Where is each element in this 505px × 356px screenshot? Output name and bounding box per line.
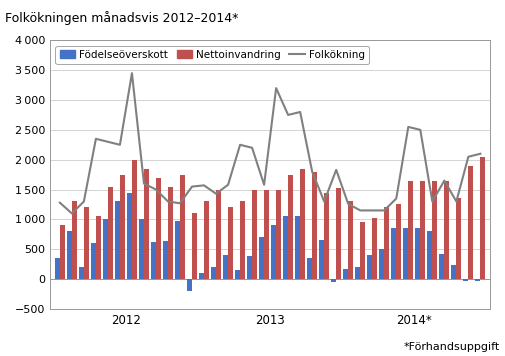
Bar <box>228 208 233 279</box>
Bar <box>96 216 101 279</box>
Bar <box>259 237 264 279</box>
Bar <box>168 187 173 279</box>
Bar <box>216 189 221 279</box>
Bar <box>480 157 485 279</box>
Bar <box>396 204 401 279</box>
Bar <box>72 201 77 279</box>
Bar <box>409 180 413 279</box>
Bar <box>235 270 240 279</box>
Bar <box>192 213 197 279</box>
Bar <box>432 180 437 279</box>
Bar <box>415 228 420 279</box>
Bar <box>211 267 216 279</box>
Legend: Födelseöverskott, Nettoinvandring, Folkökning: Födelseöverskott, Nettoinvandring, Folkö… <box>56 46 370 64</box>
Bar <box>180 175 185 279</box>
Bar <box>127 193 132 279</box>
Bar <box>324 193 329 279</box>
Bar <box>271 225 276 279</box>
Bar <box>115 201 120 279</box>
Bar <box>252 189 257 279</box>
Bar <box>379 249 384 279</box>
Bar <box>343 269 348 279</box>
Bar <box>475 279 480 281</box>
Bar <box>288 175 293 279</box>
Bar <box>420 180 425 279</box>
Bar <box>144 169 149 279</box>
Bar <box>283 216 288 279</box>
Bar <box>457 199 462 279</box>
Bar <box>55 258 60 279</box>
Bar <box>67 231 72 279</box>
Bar <box>463 279 468 281</box>
Bar <box>60 225 65 279</box>
Bar <box>312 172 317 279</box>
Bar <box>384 208 389 279</box>
Bar <box>187 279 192 291</box>
Bar <box>204 201 209 279</box>
Bar <box>331 279 336 282</box>
Bar <box>367 255 372 279</box>
Bar <box>348 201 354 279</box>
Bar <box>360 222 365 279</box>
Bar <box>103 219 108 279</box>
Bar <box>199 273 204 279</box>
Bar <box>307 258 312 279</box>
Bar <box>223 255 228 279</box>
Text: Folkökningen månadsvis 2012–2014*: Folkökningen månadsvis 2012–2014* <box>5 11 238 25</box>
Bar <box>108 187 113 279</box>
Text: *Förhandsuppgift: *Förhandsuppgift <box>403 342 500 352</box>
Bar <box>139 219 144 279</box>
Bar <box>276 189 281 279</box>
Bar <box>156 178 161 279</box>
Bar <box>175 221 180 279</box>
Bar <box>132 160 137 279</box>
Bar <box>391 228 396 279</box>
Bar <box>120 175 125 279</box>
Bar <box>403 228 409 279</box>
Bar <box>300 169 305 279</box>
Bar <box>84 208 89 279</box>
Bar <box>91 243 96 279</box>
Bar <box>79 267 84 279</box>
Bar <box>264 189 269 279</box>
Bar <box>468 166 473 279</box>
Bar <box>319 240 324 279</box>
Bar <box>444 180 449 279</box>
Bar <box>427 231 432 279</box>
Bar <box>151 242 156 279</box>
Bar <box>355 267 360 279</box>
Bar <box>439 254 444 279</box>
Bar <box>240 201 245 279</box>
Bar <box>336 188 341 279</box>
Bar <box>372 218 377 279</box>
Bar <box>451 265 457 279</box>
Bar <box>247 256 252 279</box>
Bar <box>295 216 300 279</box>
Bar <box>163 241 168 279</box>
